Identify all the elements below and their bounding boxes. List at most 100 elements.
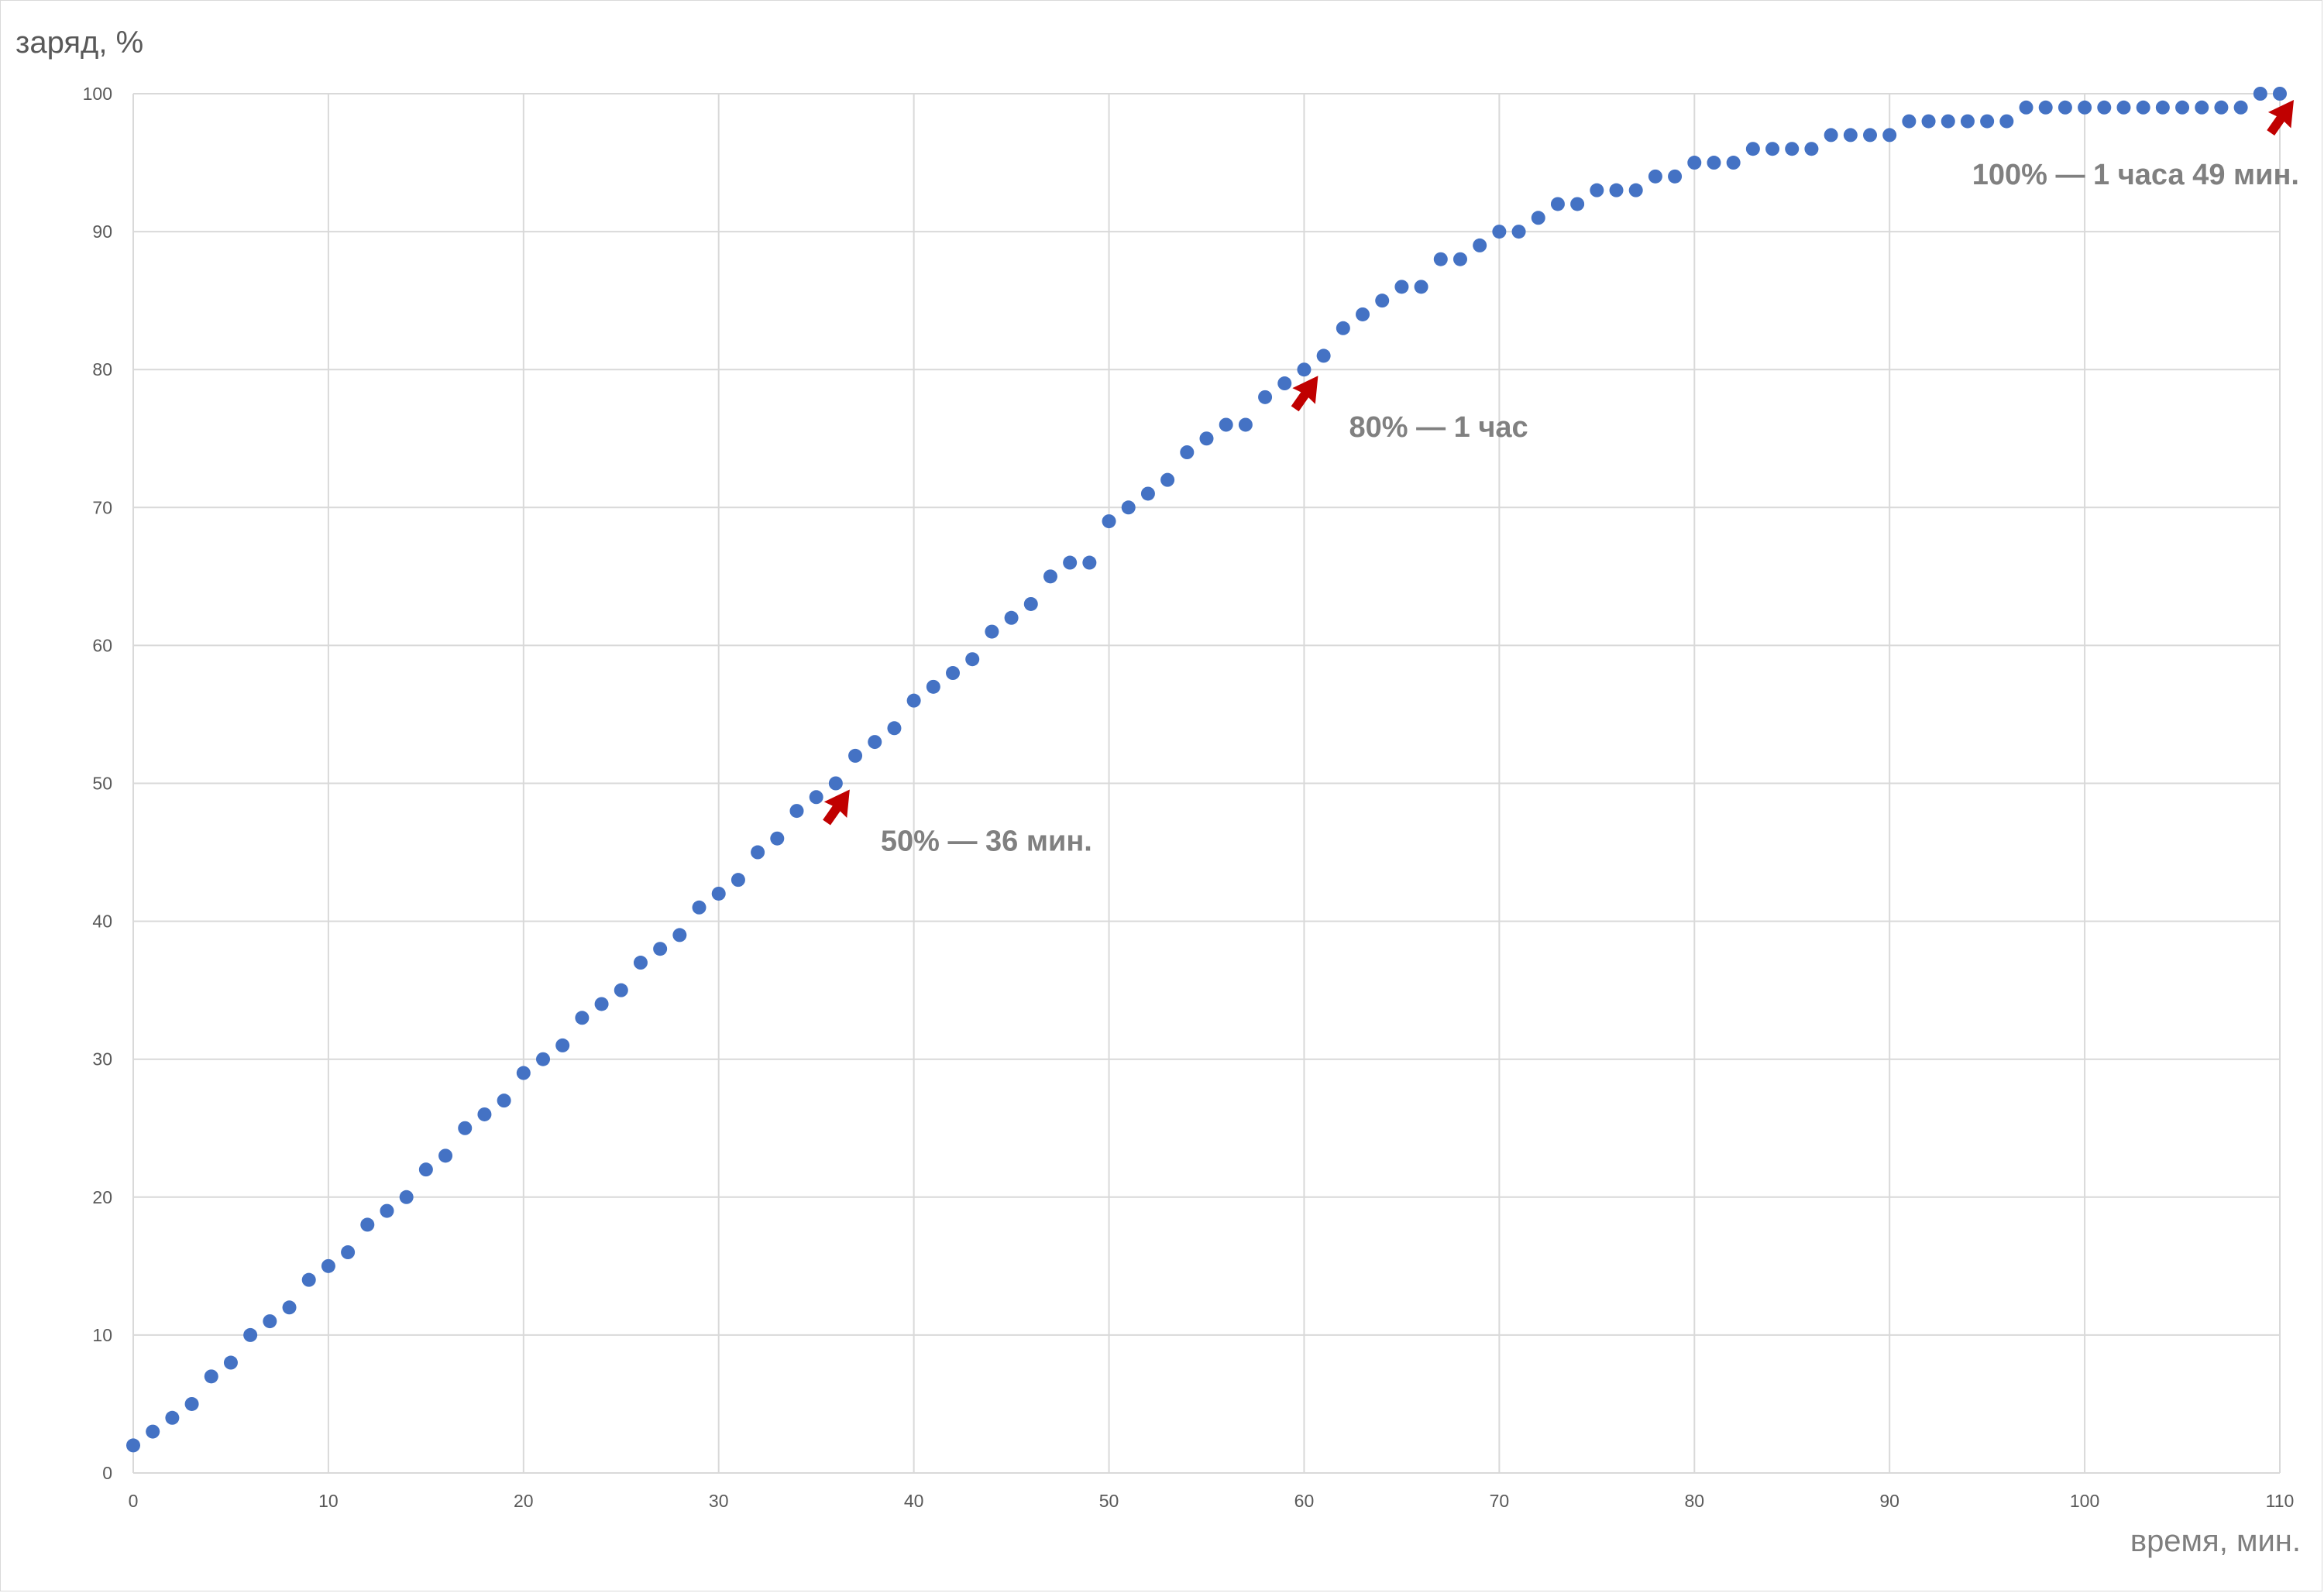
data-point — [438, 1148, 453, 1163]
annotation-label: 100% — 1 часа 49 мин. — [1972, 159, 2299, 191]
data-point — [1238, 417, 1253, 432]
x-tick-label: 0 — [129, 1491, 139, 1511]
data-point — [848, 748, 863, 763]
data-point — [1804, 142, 1819, 156]
data-point — [1980, 114, 1995, 129]
data-point — [1570, 197, 1585, 211]
data-point — [1745, 142, 1760, 156]
data-point — [1258, 390, 1273, 404]
data-point — [809, 790, 823, 805]
y-tick-label: 0 — [102, 1463, 112, 1483]
data-point — [751, 845, 765, 860]
data-point — [985, 624, 999, 639]
data-point — [263, 1314, 277, 1329]
data-point — [497, 1093, 511, 1108]
data-point — [146, 1424, 160, 1439]
data-point — [789, 804, 804, 819]
data-point — [1687, 156, 1702, 170]
data-point — [1452, 252, 1467, 266]
data-point — [1121, 500, 1136, 515]
annotation-arrow — [2267, 100, 2294, 136]
data-point — [1433, 252, 1448, 266]
data-point — [380, 1203, 394, 1218]
data-point — [2038, 100, 2053, 115]
data-point — [1960, 114, 1975, 129]
x-tick-label: 60 — [1294, 1491, 1315, 1511]
data-point — [1668, 169, 1683, 184]
data-point — [1277, 376, 1292, 391]
annotation-arrow — [1291, 376, 1318, 412]
data-point — [1590, 183, 1604, 197]
x-tick-label: 40 — [904, 1491, 924, 1511]
data-point — [1511, 225, 1526, 239]
data-point — [868, 735, 882, 750]
data-point — [1356, 307, 1370, 321]
data-point — [2078, 100, 2092, 115]
data-point — [458, 1121, 473, 1135]
x-tick-label: 30 — [709, 1491, 729, 1511]
data-point — [1492, 225, 1507, 239]
data-point — [1336, 321, 1350, 335]
data-point — [2195, 100, 2209, 115]
data-point — [731, 873, 745, 887]
data-point — [1609, 183, 1624, 197]
data-point — [1082, 555, 1097, 570]
data-point — [828, 776, 843, 791]
y-tick-label: 10 — [92, 1325, 112, 1345]
data-point — [1023, 596, 1038, 611]
data-point — [399, 1190, 414, 1204]
data-point — [1102, 514, 1116, 529]
data-point — [2058, 100, 2072, 115]
x-tick-label: 100 — [2070, 1491, 2099, 1511]
data-point — [126, 1438, 140, 1453]
data-point — [2019, 100, 2033, 115]
data-point — [1219, 417, 1233, 432]
data-point — [2273, 87, 2287, 101]
y-axis-title: заряд, % — [15, 26, 143, 60]
data-point — [477, 1107, 492, 1121]
data-point — [887, 721, 902, 736]
data-point — [321, 1258, 335, 1273]
data-point — [243, 1327, 258, 1342]
data-point — [1921, 114, 1936, 129]
data-point — [2214, 100, 2229, 115]
data-point — [2233, 100, 2248, 115]
y-tick-label: 90 — [92, 221, 112, 242]
data-point — [2136, 100, 2150, 115]
data-point — [1043, 569, 1057, 584]
data-point — [360, 1217, 375, 1232]
data-point — [1063, 555, 1078, 570]
data-point — [1199, 431, 1214, 446]
data-point — [1765, 142, 1780, 156]
annotation-label: 80% — 1 час — [1349, 411, 1528, 444]
data-point — [965, 652, 980, 667]
data-point — [223, 1355, 238, 1370]
data-point — [204, 1369, 218, 1384]
y-tick-label: 50 — [92, 774, 112, 794]
data-point — [946, 666, 961, 681]
data-point — [1999, 114, 2014, 129]
data-point — [2116, 100, 2131, 115]
data-point — [1862, 128, 1877, 142]
y-tick-label: 40 — [92, 912, 112, 932]
data-point — [516, 1066, 531, 1080]
data-point — [1648, 169, 1662, 184]
data-point — [1785, 142, 1800, 156]
x-tick-label: 80 — [1684, 1491, 1704, 1511]
y-tick-label: 30 — [92, 1049, 112, 1069]
data-point — [1843, 128, 1858, 142]
data-point — [536, 1052, 551, 1066]
data-point — [594, 997, 609, 1011]
data-point — [1726, 156, 1741, 170]
data-point — [1004, 610, 1019, 625]
data-point — [1531, 211, 1545, 225]
data-point — [711, 886, 726, 901]
y-tick-label: 80 — [92, 359, 112, 379]
data-point — [2253, 87, 2267, 101]
data-point — [1297, 362, 1312, 377]
data-point — [653, 942, 668, 956]
data-point — [418, 1162, 433, 1177]
data-point — [301, 1272, 316, 1287]
y-tick-label: 70 — [92, 497, 112, 517]
x-tick-label: 10 — [318, 1491, 339, 1511]
